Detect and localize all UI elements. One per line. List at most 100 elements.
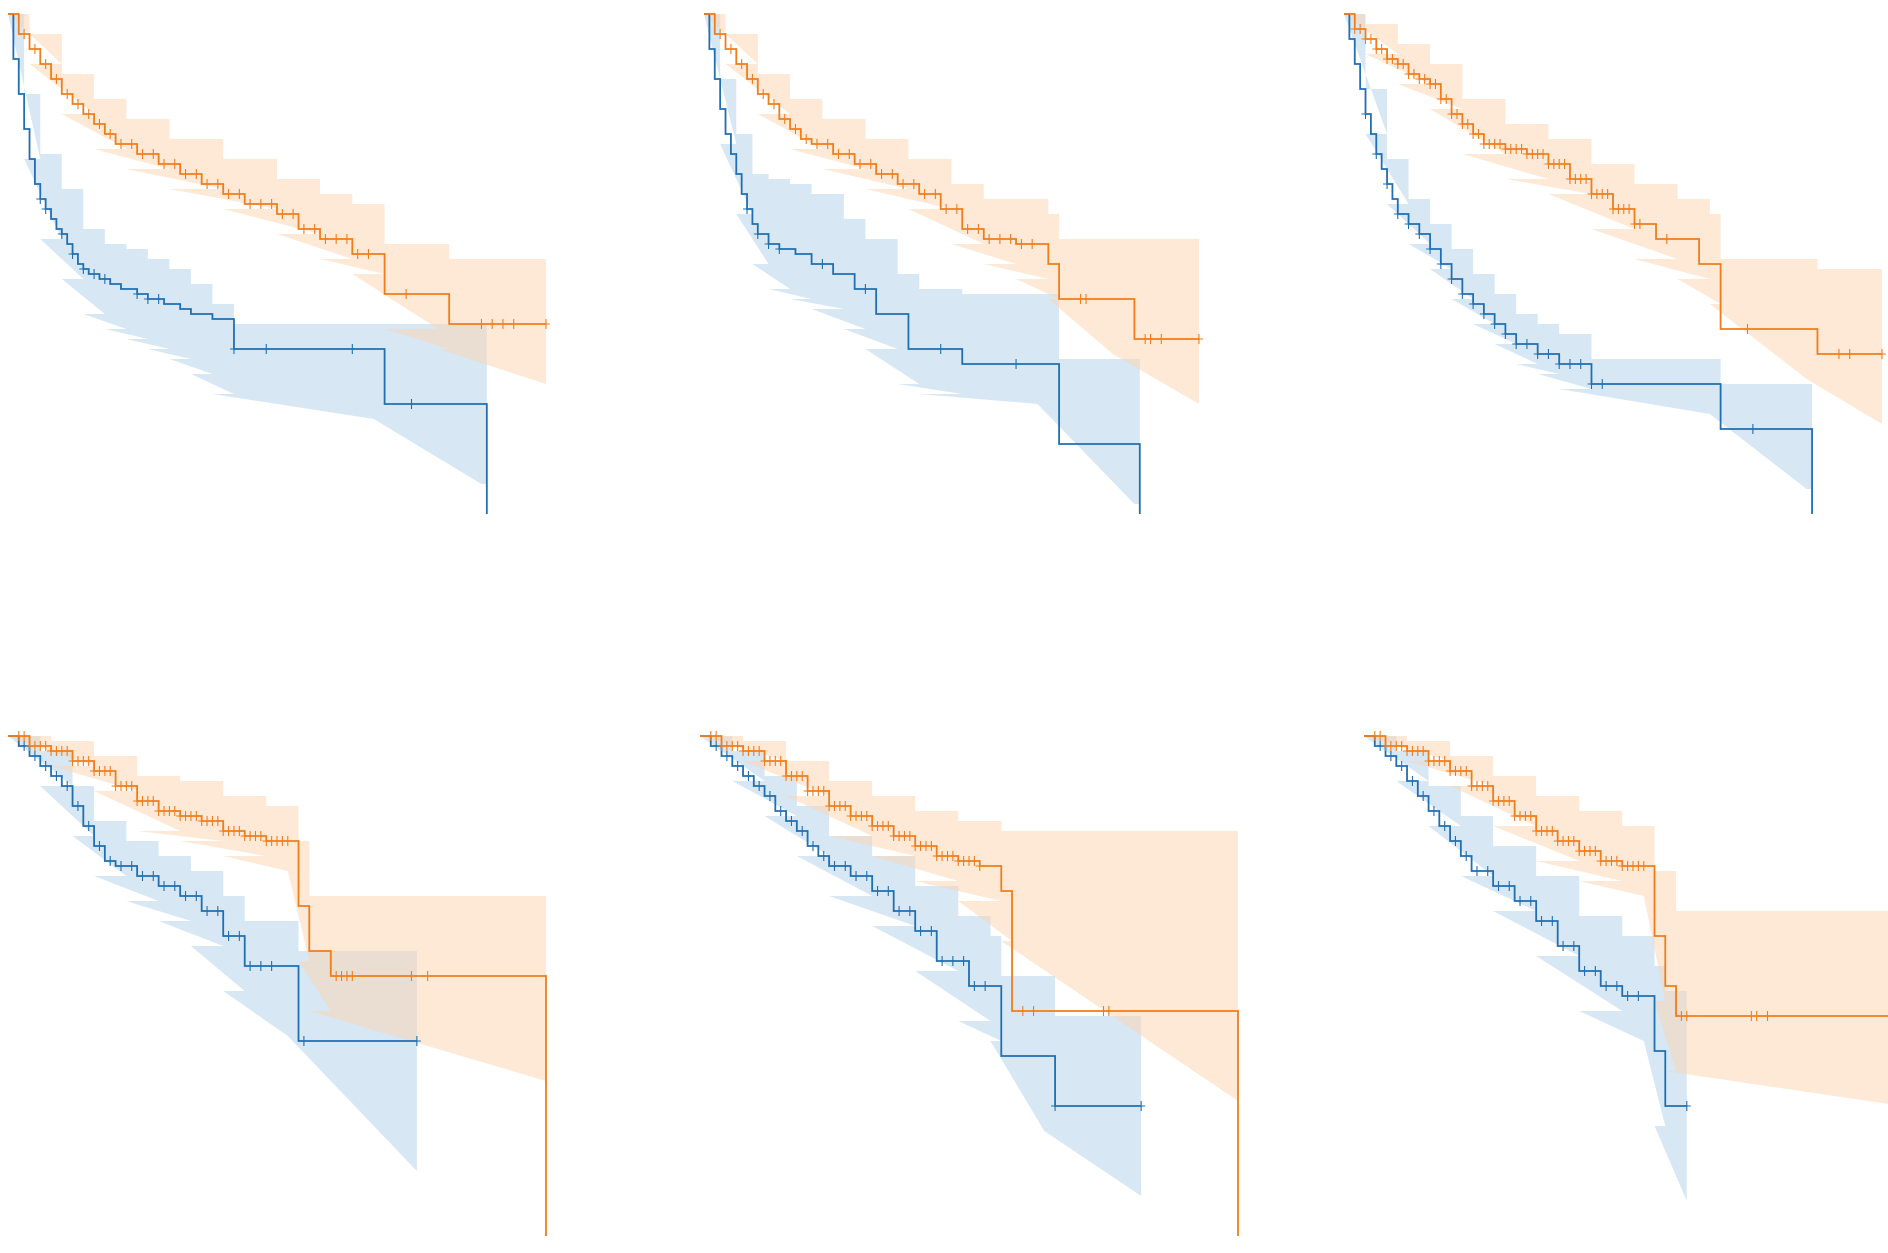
km-panel-5 [700, 731, 1239, 1242]
censor-mark [818, 259, 827, 269]
censor-mark [808, 841, 817, 851]
censor-mark [127, 781, 136, 791]
censor-mark [246, 961, 255, 971]
censor-mark [1415, 229, 1424, 239]
censor-mark [267, 961, 276, 971]
censor-mark [791, 124, 800, 134]
confidence-band-series-1 [700, 736, 1142, 1196]
censor-mark [138, 149, 147, 159]
censor-mark [235, 826, 244, 836]
censor-mark [1763, 1011, 1772, 1021]
censor-mark [722, 751, 731, 761]
km-chart-2 [704, 13, 1203, 514]
censor-mark [1483, 781, 1492, 791]
km-panel-4 [8, 731, 547, 1242]
censor-mark [823, 139, 832, 149]
censor-mark [877, 169, 886, 179]
censor-mark [213, 906, 222, 916]
censor-mark [716, 29, 725, 39]
censor-mark [1386, 751, 1395, 761]
censor-mark [1612, 981, 1621, 991]
censor-mark [1399, 59, 1408, 69]
censor-mark [1472, 866, 1481, 876]
censor-mark [905, 906, 914, 916]
censor-mark [1612, 856, 1621, 866]
censor-mark [927, 841, 936, 851]
censor-mark [342, 234, 351, 244]
censor-mark [116, 139, 125, 149]
censor-mark [353, 249, 362, 259]
censor-mark [1081, 294, 1090, 304]
censor-mark [852, 871, 861, 881]
censor-mark [1748, 424, 1757, 434]
censor-mark [1028, 239, 1037, 249]
censor-mark [737, 59, 746, 69]
censor-mark [995, 234, 1004, 244]
censor-mark [181, 891, 190, 901]
censor-mark [1447, 274, 1456, 284]
censor-mark [1625, 204, 1634, 214]
censor-mark [1490, 319, 1499, 329]
censor-mark [1463, 119, 1472, 129]
km-panel-2 [704, 10, 1242, 520]
censor-mark [332, 234, 341, 244]
censor-mark [1420, 74, 1429, 84]
confidence-band-series-2 [1344, 14, 1882, 424]
censor-mark [407, 399, 416, 409]
censor-mark [213, 816, 222, 826]
censor-mark [780, 114, 789, 124]
censor-mark [1440, 821, 1449, 831]
censor-mark [920, 189, 929, 199]
censor-mark [52, 74, 61, 84]
censor-mark [1582, 174, 1591, 184]
censor-mark [1458, 289, 1467, 299]
censor-mark [1494, 881, 1503, 891]
censor-mark [1505, 796, 1514, 806]
censor-mark [1377, 44, 1386, 54]
censor-mark [1451, 836, 1460, 846]
censor-mark [1462, 766, 1471, 776]
survival-curve-series-1 [1344, 13, 1813, 514]
censor-mark [36, 194, 45, 204]
censor-mark [84, 109, 93, 119]
censor-mark [841, 801, 850, 811]
censor-mark [1752, 1011, 1761, 1021]
censor-mark [1479, 309, 1488, 319]
censor-mark [970, 981, 979, 991]
censor-mark [888, 169, 897, 179]
censor-mark [224, 931, 233, 941]
censor-mark [1393, 209, 1402, 219]
censor-mark [106, 129, 115, 139]
km-panel-3 [1344, 10, 1886, 520]
censor-mark [899, 179, 908, 189]
censor-mark [1512, 339, 1521, 349]
censor-mark [776, 756, 785, 766]
km-panel-6 [1364, 731, 1888, 1242]
censor-mark [1845, 349, 1854, 359]
censor-mark [1431, 79, 1440, 89]
censor-mark [1548, 916, 1557, 926]
censor-mark [1356, 24, 1365, 34]
censor-mark [798, 826, 807, 836]
censor-mark [299, 1036, 308, 1046]
censor-mark [819, 786, 828, 796]
km-chart-6 [1364, 731, 1888, 1201]
censor-mark [235, 189, 244, 199]
censor-mark [235, 931, 244, 941]
censor-mark [895, 906, 904, 916]
censor-mark [170, 159, 179, 169]
censor-mark [952, 204, 961, 214]
censor-mark [1436, 259, 1445, 269]
censor-mark [1051, 1101, 1060, 1111]
censor-mark [192, 891, 201, 901]
censor-mark [348, 971, 357, 981]
censor-mark [289, 209, 298, 219]
censor-mark [819, 851, 828, 861]
censor-mark [1569, 941, 1578, 951]
censor-mark [213, 179, 222, 189]
censor-mark [1442, 94, 1451, 104]
censor-mark [1474, 129, 1483, 139]
censor-mark [1496, 139, 1505, 149]
censor-mark [1834, 349, 1843, 359]
censor-mark [364, 249, 373, 259]
